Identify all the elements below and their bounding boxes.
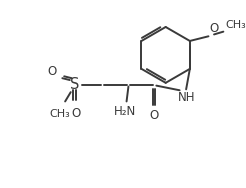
- Text: H₂N: H₂N: [114, 105, 136, 118]
- Text: NH: NH: [177, 91, 195, 104]
- Text: O: O: [72, 107, 81, 120]
- Text: O: O: [47, 65, 57, 78]
- Text: O: O: [150, 109, 159, 122]
- Text: CH₃: CH₃: [49, 109, 70, 119]
- Text: O: O: [209, 22, 219, 35]
- Text: S: S: [70, 77, 79, 92]
- Text: CH₃: CH₃: [225, 20, 246, 30]
